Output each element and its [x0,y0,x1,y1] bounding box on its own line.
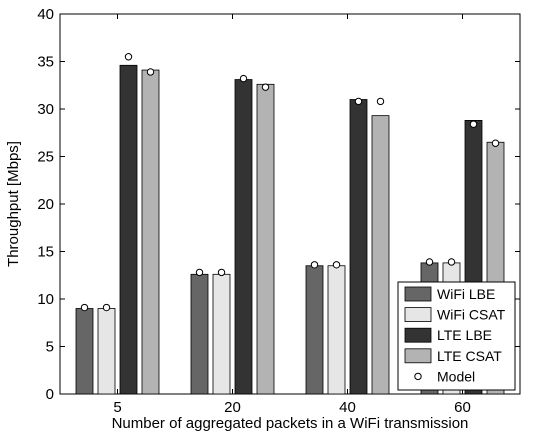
legend-swatch [404,348,432,364]
model-point [261,83,270,91]
x-tick-label: 40 [339,399,356,416]
model-point [354,97,363,106]
x-tick-label: 20 [224,399,241,416]
bar-wifi-lbe-5 [75,308,94,395]
x-axis-title: Number of aggregated packets in a WiFi t… [112,415,469,432]
y-axis: 0 5 10 15 20 25 30 35 40 [37,6,520,403]
bar-wifi-csat-20 [212,273,231,395]
y-tick-label: 5 [46,339,54,356]
legend-label: LTE CSAT [437,348,502,364]
legend-label: LTE LBE [437,327,492,343]
legend-swatch [404,307,432,323]
model-point [447,258,456,266]
bar-wifi-csat-5 [97,308,116,395]
bar-lte-csat-5 [141,69,160,395]
model-point [146,68,155,76]
bar-lte-csat-40 [371,115,390,395]
model-point [124,53,133,61]
model-markers [80,53,500,312]
model-point [80,303,89,312]
bar-lte-lbe-5 [119,64,138,395]
y-tick-label: 40 [37,6,54,23]
bar-lte-lbe-40 [349,99,368,395]
legend-swatch [404,327,432,343]
legend-marker [414,372,422,381]
bar-wifi-lbe-40 [305,265,324,395]
model-point [102,303,111,312]
y-tick-label: 25 [37,149,54,166]
y-tick-label: 10 [37,291,54,308]
model-point [425,258,434,266]
legend-label: Model [437,368,475,384]
model-point [491,139,500,147]
bar-lte-lbe-20 [234,79,253,395]
legend: WiFi LBE WiFi CSAT LTE LBE LTE CSAT Model [397,281,516,391]
model-point [376,97,385,106]
bar-lte-csat-20 [256,83,275,395]
x-axis: 5 20 40 60 [113,14,471,416]
model-point [217,268,226,277]
legend-swatch [404,286,432,302]
y-tick-label: 20 [37,196,54,213]
y-axis-title: Throughput [Mbps] [5,141,22,267]
model-point [469,120,478,128]
bar-wifi-lbe-20 [190,273,209,395]
y-tick-label: 15 [37,244,54,261]
x-tick-label: 60 [454,399,471,416]
model-point [239,74,248,83]
y-tick-label: 0 [46,386,54,403]
model-point [332,261,341,269]
legend-label: WiFi CSAT [437,307,506,323]
bar-wifi-csat-40 [327,265,346,395]
legend-label: WiFi LBE [437,286,495,302]
y-tick-label: 35 [37,54,54,71]
y-tick-label: 30 [37,101,54,118]
model-point [310,261,319,269]
x-tick-label: 5 [113,399,121,416]
model-point [195,268,204,277]
